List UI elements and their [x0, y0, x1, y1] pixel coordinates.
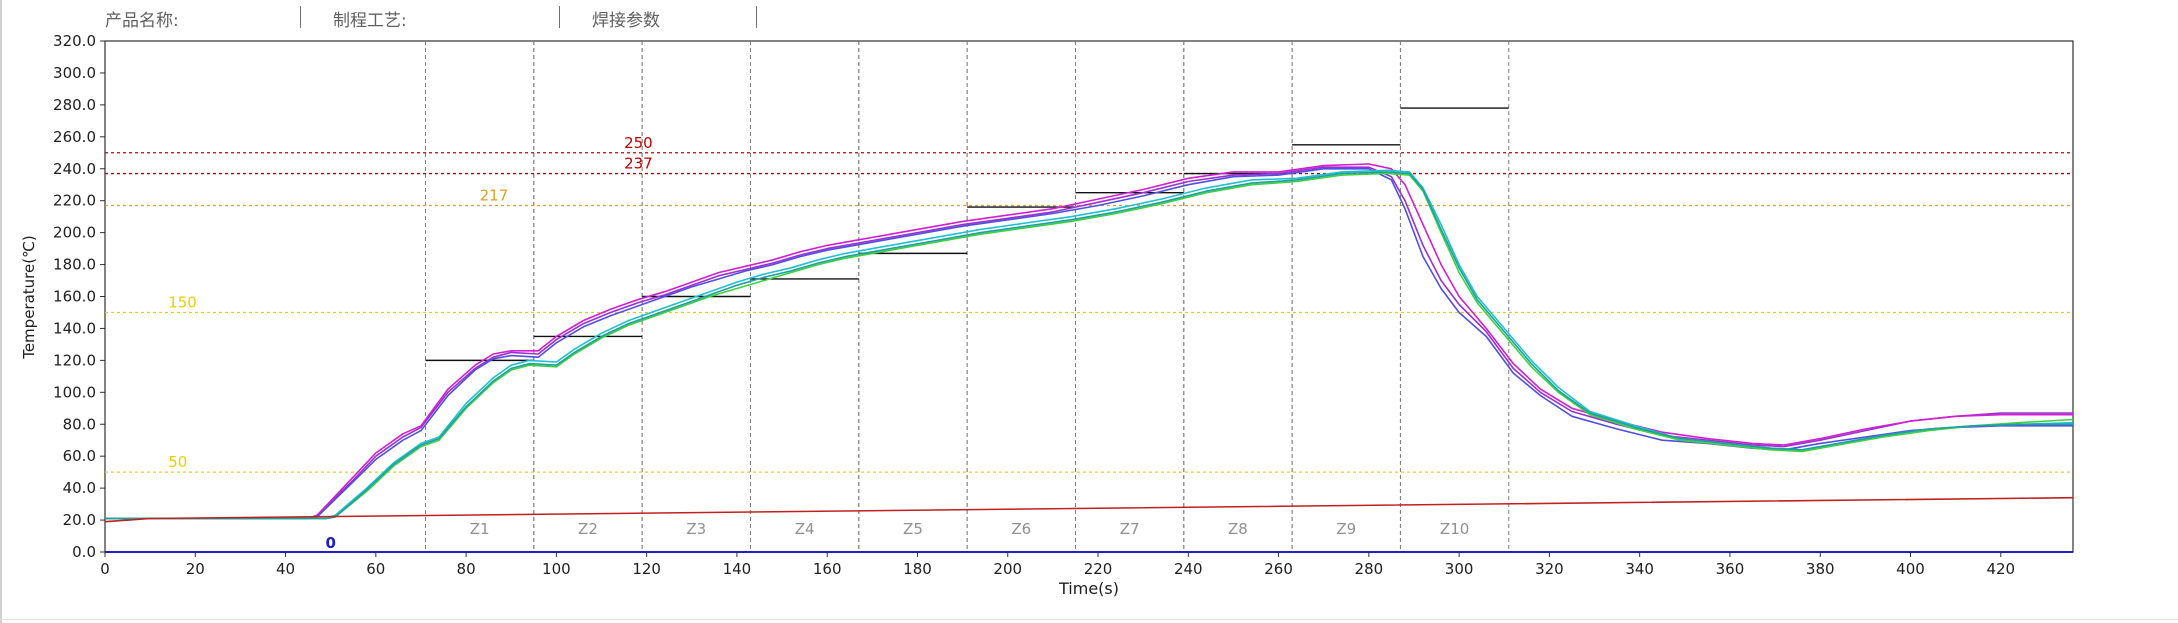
reference-label-237: 237	[624, 155, 653, 173]
zone-label-z10: Z10	[1440, 520, 1469, 538]
y-tick-label: 160.0	[53, 288, 96, 306]
zone-label-z1: Z1	[470, 520, 490, 538]
x-tick-label: 180	[903, 560, 932, 578]
x-axis-label: Time(s)	[1058, 579, 1119, 598]
series-line-6	[105, 171, 2073, 520]
process-label: 制程工艺:	[333, 11, 407, 31]
x-tick-label: 240	[1174, 560, 1203, 578]
series-line-7	[104, 496, 2074, 523]
y-tick-label: 120.0	[53, 351, 96, 369]
product-name-label: 产品名称:	[105, 11, 179, 31]
y-tick-label: 40.0	[63, 479, 96, 497]
x-tick-label: 260	[1264, 560, 1293, 578]
x-ticks-layer: 0 20 40 60 80 100 120 140 160 180 200 220 240 260 280 3…	[100, 552, 2015, 578]
y-tick-label: 300.0	[53, 64, 96, 82]
x-tick-label: 200	[993, 560, 1022, 578]
x-tick-label: 20	[186, 560, 205, 578]
x-tick-label: 320	[1535, 560, 1564, 578]
header-separator	[756, 6, 757, 28]
x-tick-label: 0	[100, 560, 110, 578]
reference-label-217: 217	[480, 186, 509, 204]
y-tick-label: 280.0	[53, 96, 96, 114]
x-tick-label: 220	[1084, 560, 1113, 578]
x-tick-label: 400	[1896, 560, 1925, 578]
y-tick-label: 20.0	[63, 511, 96, 529]
header-separator	[559, 6, 560, 28]
x-tick-label: 300	[1445, 560, 1474, 578]
y-axis-label: Temperature(℃)	[20, 235, 38, 360]
x-tick-label: 420	[1986, 560, 2015, 578]
series-line-2	[105, 163, 2073, 520]
series-layer	[104, 163, 2074, 523]
zone-label-z3: Z3	[686, 520, 706, 538]
x-tick-label: 140	[723, 560, 752, 578]
zone-label-z9: Z9	[1336, 520, 1356, 538]
y-tick-label: 240.0	[53, 160, 96, 178]
y-tick-label: 80.0	[63, 415, 96, 433]
zone-label-z8: Z8	[1228, 520, 1248, 538]
series-line-5	[105, 172, 2074, 520]
header-bar: 产品名称: 制程工艺: 焊接参数	[0, 0, 2178, 34]
x-tick-label: 280	[1355, 560, 1384, 578]
zone-label-z7: Z7	[1120, 520, 1140, 538]
y-tick-label: 220.0	[53, 192, 96, 210]
y-tick-label: 180.0	[53, 256, 96, 274]
zone-label-z6: Z6	[1011, 520, 1031, 538]
x-tick-label: 40	[276, 560, 295, 578]
y-tick-label: 320.0	[53, 32, 96, 50]
welding-params-label: 焊接参数	[592, 11, 660, 31]
y-tick-label: 140.0	[53, 319, 96, 337]
plot-area	[104, 40, 2074, 553]
window-bottom-edge	[0, 619, 2178, 620]
y-tick-label: 260.0	[53, 128, 96, 146]
x-tick-label: 80	[457, 560, 476, 578]
x-tick-label: 380	[1806, 560, 1835, 578]
y-tick-label: 200.0	[53, 224, 96, 242]
x-tick-label: 120	[632, 560, 661, 578]
reference-lines-layer: 250 237 217 150 50	[105, 134, 2073, 473]
window-left-edge	[0, 0, 2, 623]
y-tick-label: 0.0	[72, 543, 96, 561]
start-marker-label: 0	[325, 534, 335, 552]
zone-label-z5: Z5	[903, 520, 923, 538]
zone-label-z4: Z4	[795, 520, 815, 538]
x-tick-label: 360	[1716, 560, 1745, 578]
y-ticks-layer: 0.0 20.0 40.0 60.0 80.0 100.0 120.0 140.0 160.0 1…	[53, 32, 105, 561]
y-tick-label: 100.0	[53, 383, 96, 401]
reference-label-50: 50	[168, 453, 187, 471]
reference-label-250: 250	[624, 134, 653, 152]
x-tick-label: 100	[542, 560, 571, 578]
series-line-3	[105, 168, 2073, 520]
reference-label-150: 150	[168, 293, 197, 311]
x-tick-label: 160	[813, 560, 842, 578]
x-tick-label: 340	[1625, 560, 1654, 578]
y-tick-label: 60.0	[63, 447, 96, 465]
x-tick-label: 60	[366, 560, 385, 578]
header-separator	[300, 6, 301, 28]
zone-label-z2: Z2	[578, 520, 598, 538]
